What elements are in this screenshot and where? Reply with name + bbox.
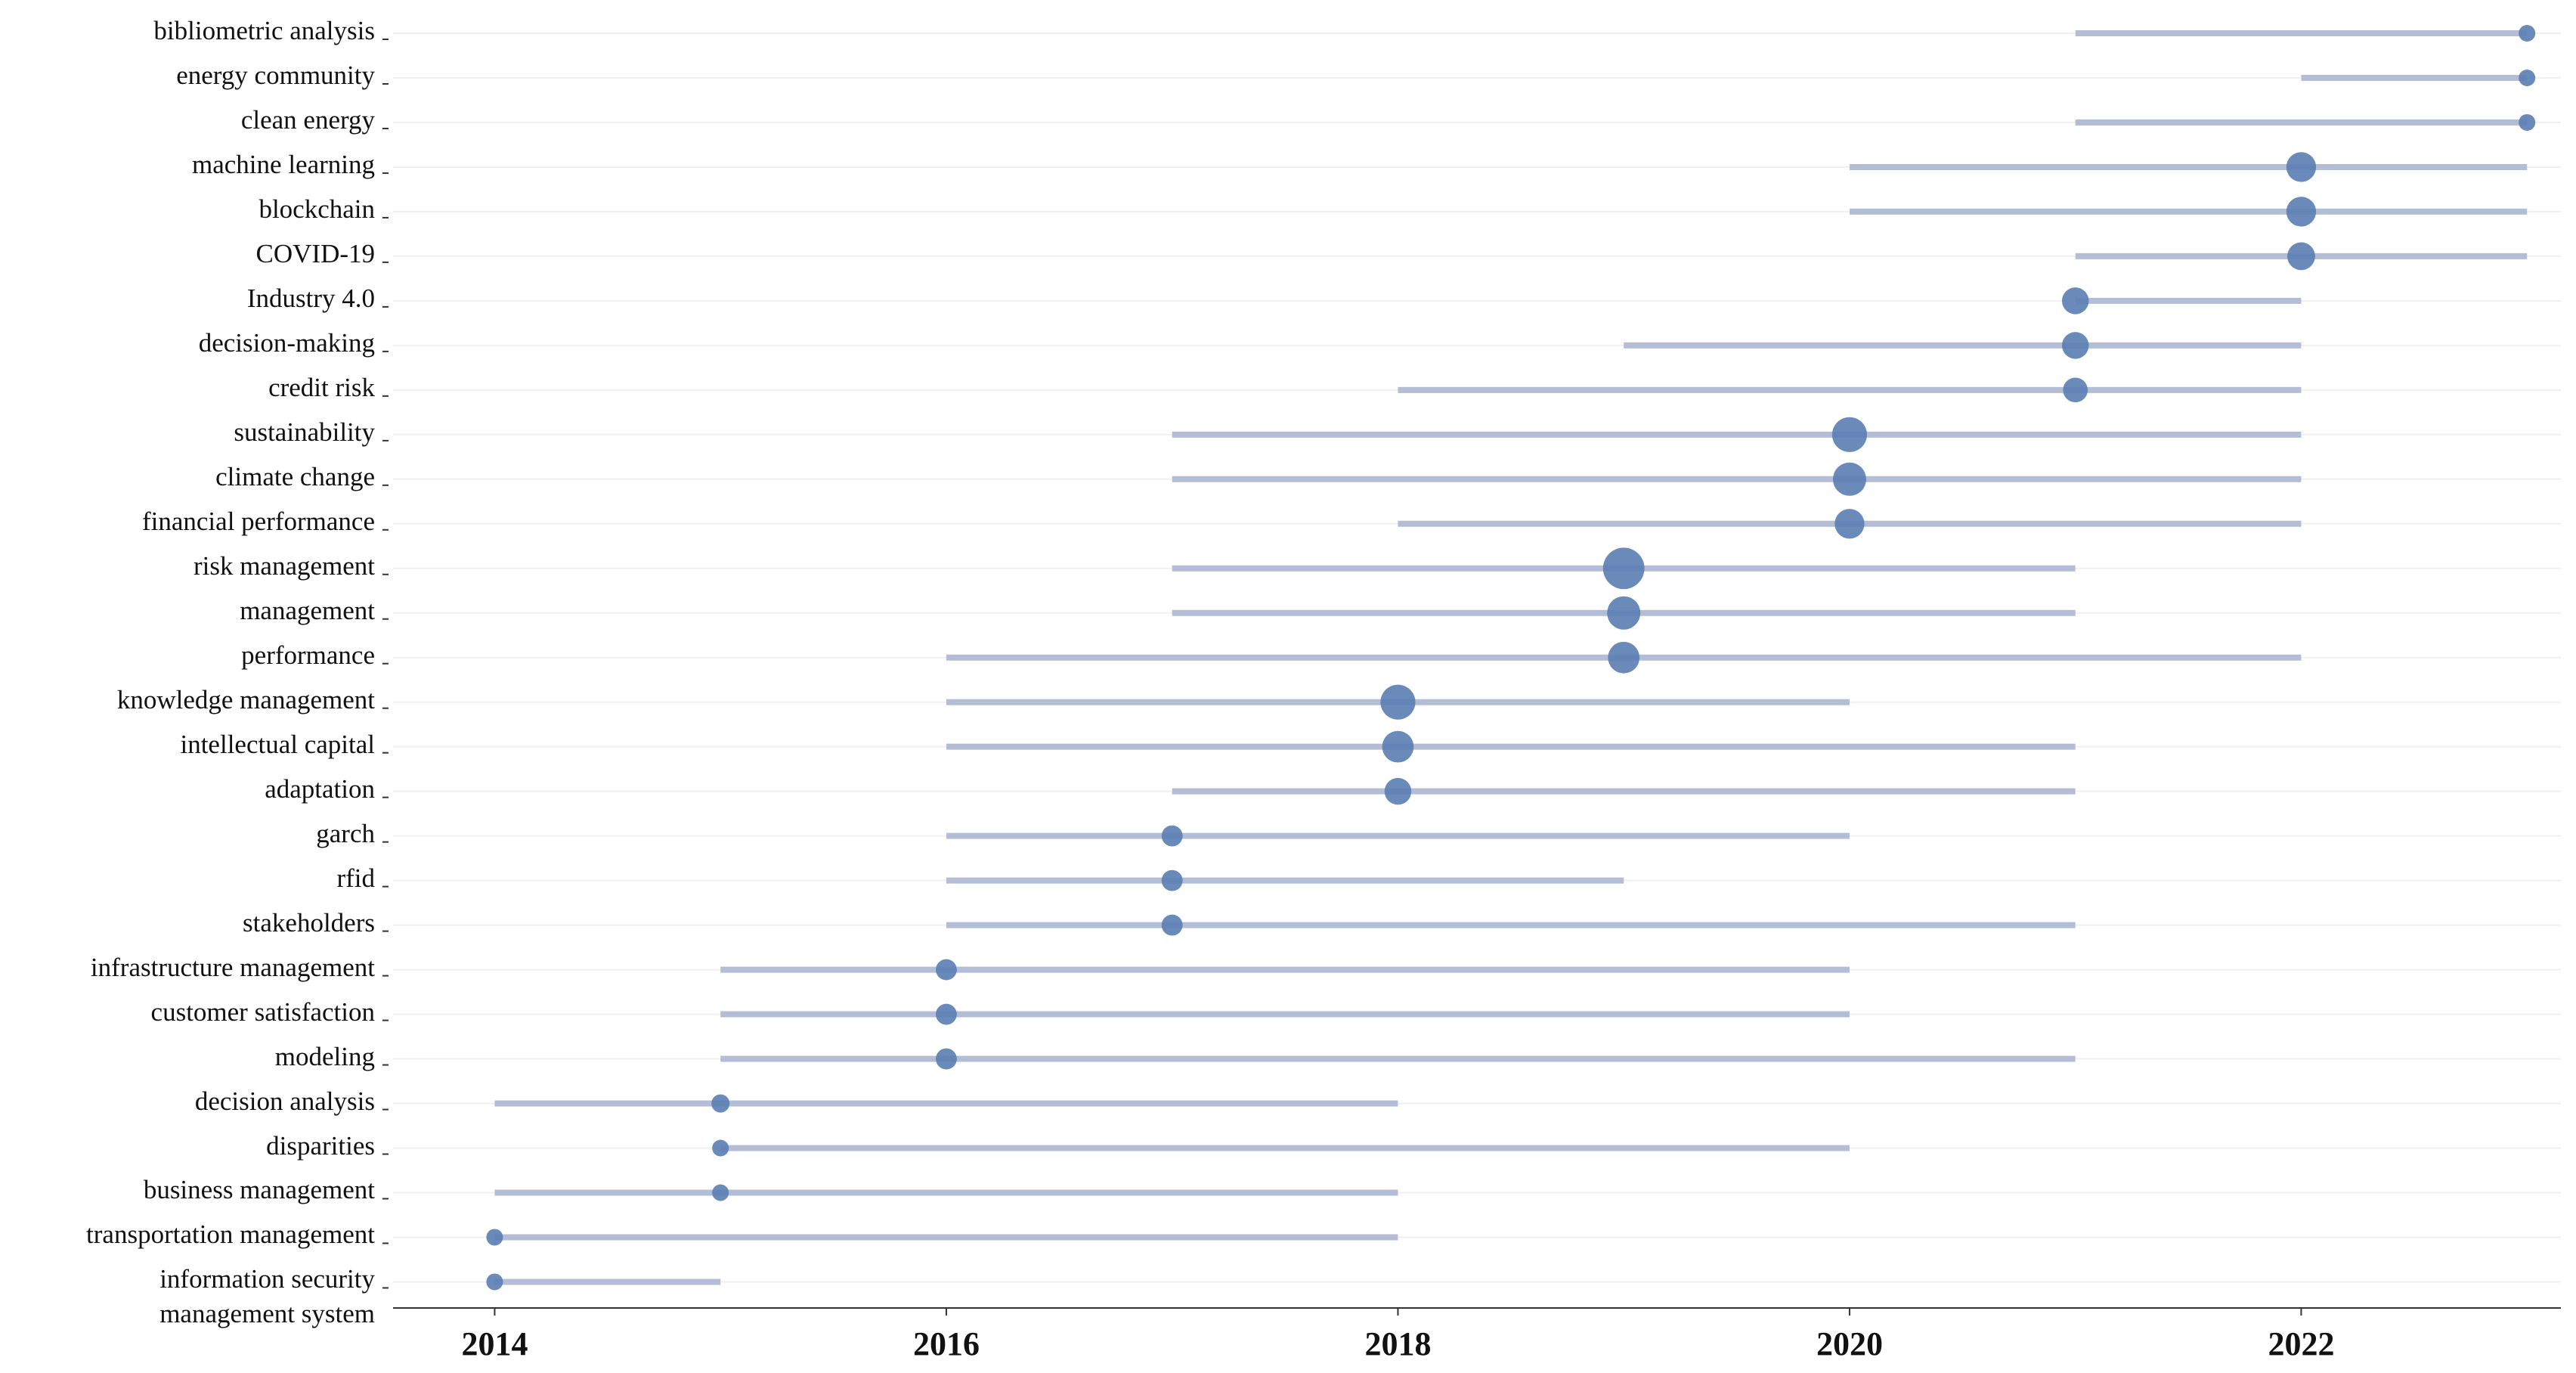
median-dot — [936, 1048, 957, 1070]
median-dot — [1382, 730, 1414, 763]
median-dot — [2287, 242, 2315, 271]
y-tick-label: garch — [316, 818, 375, 848]
y-tick-label: credit risk — [268, 372, 375, 402]
median-dot — [712, 1139, 729, 1157]
y-tick-label: modeling — [274, 1041, 375, 1071]
y-tick-label: decision-making — [198, 327, 375, 358]
x-tick-label: 2020 — [1816, 1325, 1883, 1362]
median-dot — [1161, 869, 1183, 891]
median-dot — [2286, 197, 2317, 227]
median-dot — [1602, 547, 1645, 590]
y-tick-label: stakeholders — [243, 907, 375, 938]
y-tick-label: clean energy — [240, 104, 375, 135]
median-dot — [1161, 825, 1183, 847]
median-dot — [712, 1184, 729, 1201]
median-dot — [486, 1273, 503, 1291]
y-tick-label: performance — [241, 640, 375, 670]
median-dot — [2063, 377, 2088, 403]
median-dot — [936, 959, 957, 981]
x-tick-label: 2016 — [913, 1325, 980, 1362]
y-tick-label: knowledge management — [116, 684, 375, 714]
median-dot — [1607, 596, 1641, 630]
median-dot — [1161, 914, 1183, 936]
y-tick-label: risk management — [193, 550, 375, 581]
y-tick-label: rfid — [336, 863, 375, 893]
y-tick-label: Industry 4.0 — [246, 283, 375, 313]
median-dot — [2061, 287, 2089, 315]
y-tick-label: decision analysis — [194, 1086, 375, 1116]
median-dot — [2286, 152, 2317, 182]
median-dot — [711, 1094, 730, 1113]
median-dot — [936, 1003, 957, 1025]
x-tick-label: 2022 — [2268, 1325, 2334, 1362]
median-dot — [2519, 113, 2536, 131]
y-tick-label: disparities — [266, 1130, 375, 1161]
y-tick-label: financial performance — [141, 506, 375, 536]
y-tick-label: sustainability — [234, 417, 375, 447]
y-tick-label: COVID-19 — [255, 238, 375, 268]
y-tick-label: energy community — [176, 60, 375, 90]
y-tick-label: machine learning — [192, 149, 375, 179]
median-dot — [2519, 69, 2536, 86]
y-tick-label: blockchain — [259, 194, 375, 224]
y-tick-label: management — [240, 595, 375, 625]
median-dot — [486, 1229, 503, 1246]
median-dot — [1834, 509, 1865, 539]
x-tick-label: 2014 — [461, 1325, 528, 1362]
median-dot — [1380, 684, 1416, 720]
y-tick-label: adaptation — [265, 773, 375, 804]
y-tick-label: climate change — [215, 461, 375, 491]
median-dot — [2519, 24, 2536, 42]
x-tick-label: 2018 — [1364, 1325, 1431, 1362]
y-tick-label: bibliometric analysis — [153, 16, 375, 45]
y-tick-label: transportation management — [86, 1220, 375, 1250]
median-dot — [2061, 332, 2089, 359]
median-dot — [1608, 641, 1640, 674]
median-dot — [1831, 417, 1868, 452]
y-tick-label: business management — [143, 1175, 375, 1205]
median-dot — [1832, 462, 1866, 496]
y-tick-label: information security management system — [159, 1264, 375, 1329]
y-tick-label: infrastructure management — [90, 952, 375, 982]
median-dot — [1384, 777, 1412, 805]
y-tick-label: intellectual capital — [180, 729, 375, 759]
y-tick-label: customer satisfaction — [150, 996, 375, 1027]
